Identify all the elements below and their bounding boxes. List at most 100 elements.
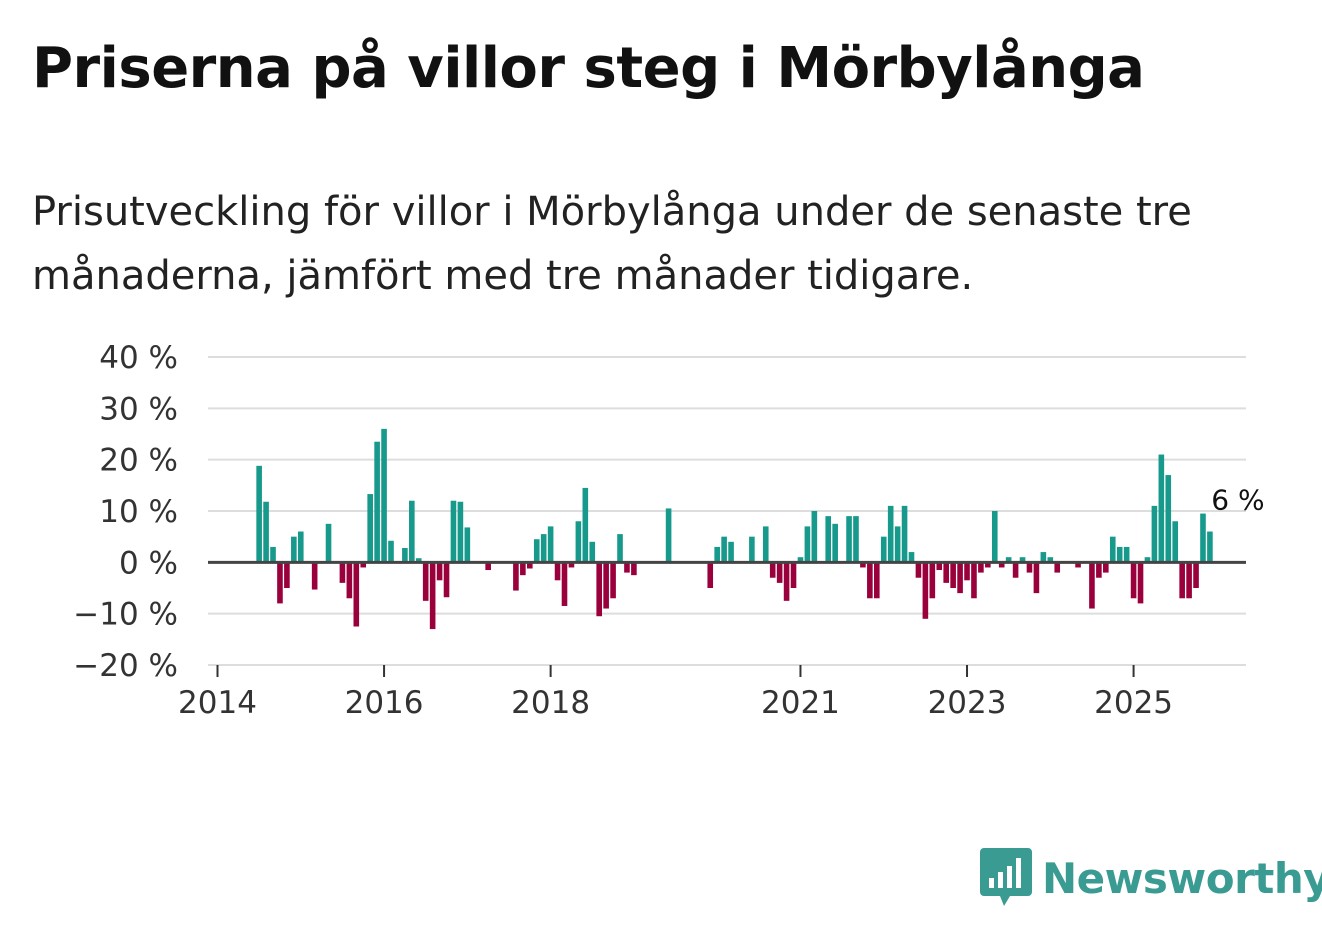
bar (415, 558, 422, 563)
bar (874, 562, 880, 599)
bar (749, 536, 755, 563)
bar (769, 562, 776, 578)
bar (783, 562, 790, 601)
bar (527, 562, 533, 569)
bar (575, 521, 582, 563)
bar (1123, 546, 1130, 563)
bar (908, 552, 915, 563)
bar (367, 494, 373, 563)
bar (846, 516, 852, 563)
bar (971, 562, 977, 599)
bar (922, 562, 929, 619)
bar (1026, 562, 1033, 573)
bar (1207, 531, 1213, 563)
y-tick-label: 0 % (119, 545, 178, 581)
x-tick-label: 2023 (928, 685, 1007, 721)
bar (589, 541, 596, 563)
x-tick-label: 2018 (511, 685, 590, 721)
bar (617, 534, 623, 563)
bar (464, 527, 471, 563)
bar (485, 562, 491, 571)
bar (1158, 454, 1165, 563)
bar (291, 536, 297, 563)
bar (1103, 562, 1109, 573)
bar (950, 562, 956, 588)
y-tick-label: 10 % (99, 494, 178, 530)
bar (1089, 562, 1095, 609)
newsworthy-bar-chart-icon (980, 848, 1032, 906)
bar (346, 562, 353, 599)
bar (880, 536, 887, 563)
y-tick-label: 20 % (99, 443, 178, 479)
bar (360, 562, 367, 568)
latest-value-label: 6 % (1211, 484, 1264, 517)
bar (1193, 562, 1199, 588)
bar (1033, 562, 1040, 594)
bar (610, 562, 616, 599)
bar (436, 562, 443, 581)
bar (929, 562, 936, 599)
bar (277, 562, 283, 604)
bar (297, 531, 304, 563)
bar (804, 526, 811, 563)
bar (263, 501, 269, 563)
bar (1130, 562, 1137, 599)
bar (1109, 536, 1116, 563)
bar (894, 526, 901, 563)
x-tick-label: 2016 (345, 685, 424, 721)
bar (353, 562, 360, 627)
x-tick-label: 2021 (761, 685, 840, 721)
bar (284, 562, 290, 588)
bar (1019, 557, 1026, 563)
bar (596, 562, 602, 617)
bar (860, 562, 866, 568)
y-tick-label: −20 % (73, 648, 178, 684)
bar (325, 523, 332, 563)
bar (985, 562, 991, 568)
bar (381, 428, 387, 563)
bar (1137, 562, 1144, 604)
bar (1012, 562, 1019, 578)
bars (256, 428, 1213, 630)
y-tick-label: 30 % (99, 391, 178, 427)
bar (388, 540, 394, 563)
bar (665, 508, 672, 563)
bar (547, 526, 554, 563)
bar (540, 534, 547, 563)
y-tick-label: 40 % (99, 340, 178, 376)
newsworthy-brand: Newsworthy (980, 848, 1322, 908)
bar (533, 539, 540, 563)
brand-name: Newsworthy (1042, 853, 1322, 903)
bar (964, 562, 970, 581)
bar (790, 562, 797, 588)
bar (1151, 505, 1158, 563)
chart-title: Priserna på villor steg i Mörbylånga (32, 36, 1145, 101)
bar (1179, 562, 1185, 599)
bar (631, 562, 637, 576)
chart-subtitle: Prisutveckling för villor i Mörbylånga u… (32, 189, 1192, 299)
bar (714, 546, 720, 563)
bar (811, 511, 818, 563)
bar (728, 541, 734, 563)
bar (374, 441, 380, 563)
bar (1054, 562, 1061, 573)
bar (450, 500, 457, 563)
bar (1075, 562, 1081, 568)
bar (901, 505, 908, 563)
bar (422, 562, 429, 601)
bar (915, 562, 922, 578)
bar (1200, 513, 1206, 563)
bar (762, 526, 769, 563)
bar (582, 487, 589, 563)
bar (311, 562, 318, 590)
bar (936, 562, 943, 571)
bar (1186, 562, 1192, 599)
bar (721, 536, 727, 563)
bar (1116, 546, 1123, 563)
bar (887, 505, 894, 563)
bar (776, 562, 783, 583)
bar (1005, 557, 1012, 563)
bar (957, 562, 963, 594)
bar-chart: 40 % 30 % 20 % 10 % 0 % −10 % −20 %2014 2016 201… (73, 340, 1264, 721)
bar (1047, 557, 1054, 563)
